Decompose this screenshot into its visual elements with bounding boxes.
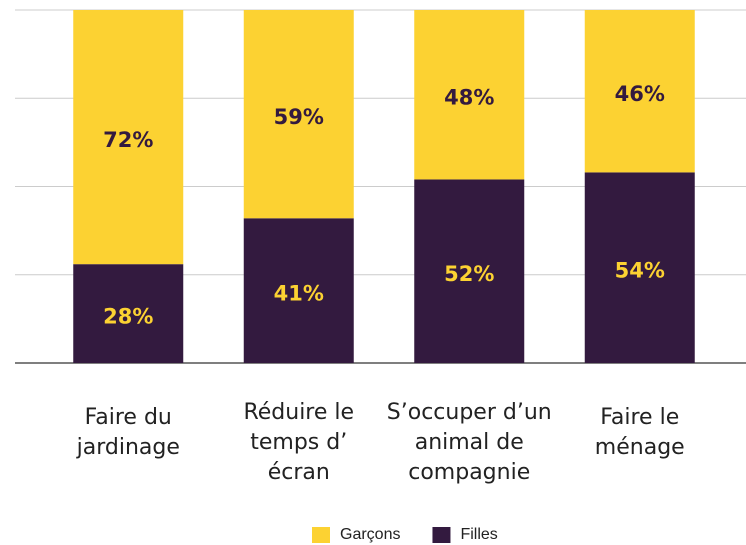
bar-segment bbox=[584, 172, 695, 363]
bar-segment bbox=[243, 218, 354, 363]
x-tick-label: compagnie bbox=[408, 460, 530, 485]
bar-segment bbox=[584, 10, 695, 173]
bar-segment bbox=[73, 10, 184, 265]
x-tick-label: temps d’ bbox=[250, 430, 347, 455]
legend-swatch bbox=[432, 527, 451, 543]
value-label: 28% bbox=[103, 305, 153, 329]
x-tick-label: ménage bbox=[595, 435, 685, 460]
value-label: 52% bbox=[444, 262, 494, 286]
bar-segment bbox=[414, 10, 525, 180]
x-tick-label: écran bbox=[268, 460, 330, 485]
legend-label: Filles bbox=[460, 526, 497, 543]
bar-segment bbox=[414, 179, 525, 363]
x-tick-label: Réduire le bbox=[243, 400, 354, 425]
legend-label: Garçons bbox=[340, 526, 400, 543]
bar-segment bbox=[73, 264, 184, 363]
bar-segment bbox=[243, 10, 354, 219]
value-label: 59% bbox=[274, 105, 324, 129]
value-label: 72% bbox=[103, 128, 153, 152]
value-label: 48% bbox=[444, 86, 494, 110]
legend-swatch bbox=[312, 527, 330, 543]
x-tick-label: S’occuper d’un bbox=[387, 400, 552, 425]
value-label: 46% bbox=[615, 82, 665, 106]
value-label: 41% bbox=[274, 282, 324, 306]
x-tick-label: Faire du bbox=[85, 405, 172, 430]
x-tick-label: animal de bbox=[415, 430, 524, 455]
value-label: 54% bbox=[615, 259, 665, 283]
x-tick-label: jardinage bbox=[76, 435, 180, 460]
x-tick-label: Faire le bbox=[600, 405, 679, 430]
